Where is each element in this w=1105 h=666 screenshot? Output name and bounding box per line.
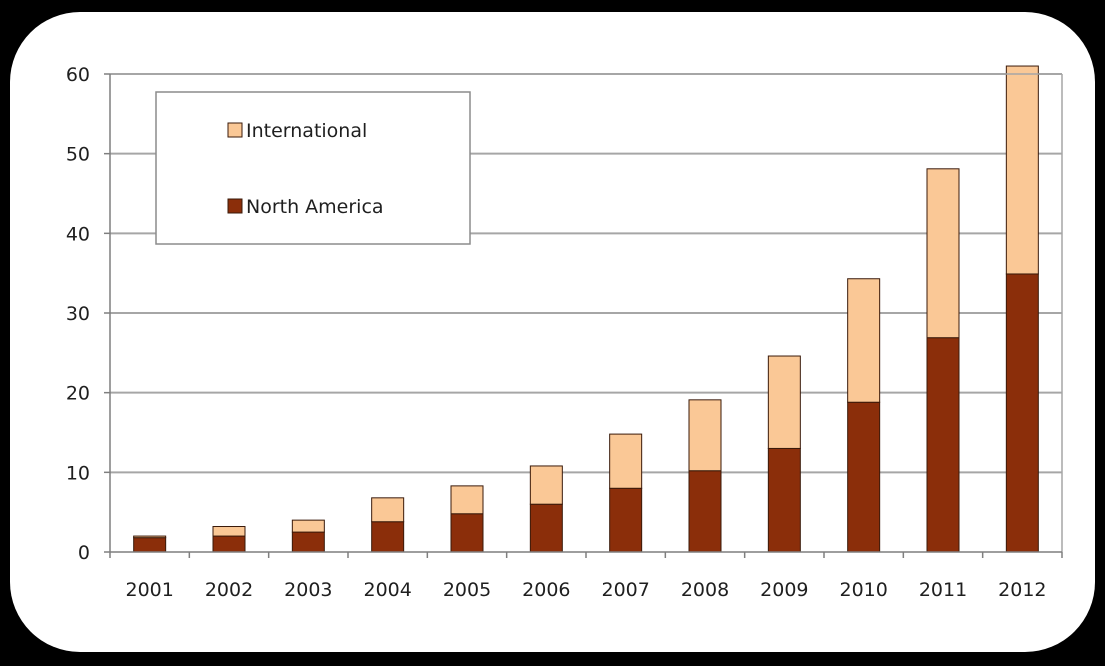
legend-box — [155, 91, 471, 245]
bar-international-2008 — [688, 399, 722, 472]
axes — [104, 73, 1063, 558]
x-tick-label: 2010 — [839, 579, 887, 601]
bar-international-2002 — [212, 526, 246, 537]
x-tick-label: 2007 — [601, 579, 649, 601]
x-tick-label: 2001 — [125, 579, 173, 601]
y-tick-label: 20 — [66, 383, 90, 405]
x-tick-label: 2011 — [919, 579, 967, 601]
bar-north-america-2008 — [688, 470, 722, 553]
bar-international-2001 — [133, 535, 167, 539]
x-tick-label: 2004 — [363, 579, 411, 601]
legend-label-international: International — [246, 120, 367, 142]
x-tick-label: 2008 — [681, 579, 729, 601]
bar-north-america-2010 — [847, 401, 881, 553]
legend-swatch-north-america — [227, 198, 243, 214]
bar-international-2010 — [847, 278, 881, 403]
chart-frame: 0 10 20 30 40 50 60 2001 2002 2003 2004 2005 2006 20… — [10, 12, 1095, 652]
bar-north-america-2009 — [767, 447, 801, 553]
x-tick-label: 2009 — [760, 579, 808, 601]
x-tick-label: 2005 — [443, 579, 491, 601]
x-tick-labels: 2001 2002 2003 2004 2005 2006 2007 2008 2009 2010… — [125, 579, 1046, 601]
bar-international-2003 — [291, 519, 325, 533]
y-tick-label: 30 — [66, 303, 90, 325]
legend-label-north-america: North America — [246, 196, 384, 218]
y-tick-label: 50 — [66, 144, 90, 166]
y-tick-label: 10 — [66, 462, 90, 484]
x-tick-label: 2006 — [522, 579, 570, 601]
bar-north-america-2006 — [529, 503, 563, 553]
x-tick-label: 2003 — [284, 579, 332, 601]
bar-international-2011 — [926, 168, 960, 339]
bar-north-america-2004 — [371, 521, 405, 553]
y-tick-labels: 0 10 20 30 40 50 60 — [66, 64, 90, 564]
legend-swatch-international — [227, 122, 243, 138]
bar-north-america-2011 — [926, 337, 960, 553]
bar-international-2004 — [371, 497, 405, 523]
bar-north-america-2007 — [609, 487, 643, 553]
bar-north-america-2002 — [212, 535, 246, 553]
y-tick-label: 60 — [66, 64, 90, 86]
bar-north-america-2001 — [133, 537, 167, 553]
y-tick-label: 0 — [78, 542, 90, 564]
x-tick-label: 2002 — [205, 579, 253, 601]
bar-international-2012 — [1005, 65, 1039, 275]
bar-north-america-2003 — [291, 531, 325, 553]
bar-international-2006 — [529, 465, 563, 505]
bar-international-2007 — [609, 433, 643, 489]
bar-international-2005 — [450, 485, 484, 515]
bar-north-america-2005 — [450, 513, 484, 553]
x-tick-label: 2012 — [998, 579, 1046, 601]
y-tick-label: 40 — [66, 223, 90, 245]
bars — [133, 65, 1039, 553]
bar-north-america-2012 — [1005, 273, 1039, 553]
legend: International North America — [155, 91, 471, 245]
bar-international-2009 — [767, 355, 801, 449]
